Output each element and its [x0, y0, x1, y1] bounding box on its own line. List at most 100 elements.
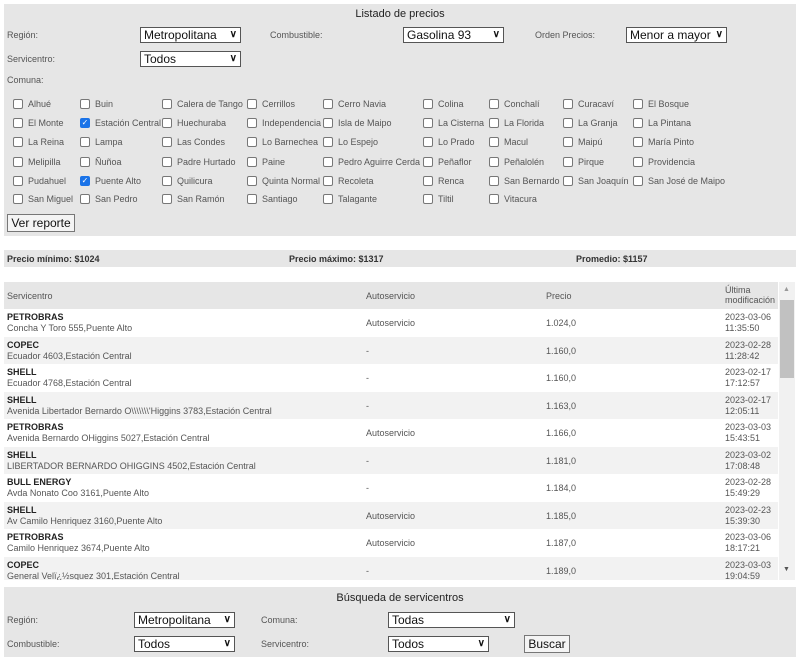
- comuna-checkbox[interactable]: Quilicura: [162, 176, 213, 186]
- comuna-checkbox[interactable]: Huechuraba: [162, 118, 226, 128]
- search-region-select[interactable]: Metropolitana ∨: [134, 612, 235, 628]
- comuna-checkbox[interactable]: San Bernardo: [489, 176, 560, 186]
- comuna-checkbox[interactable]: Paine: [247, 157, 285, 167]
- comuna-checkbox[interactable]: Quinta Normal: [247, 176, 320, 186]
- checkbox-unchecked-icon[interactable]: [247, 137, 257, 147]
- comuna-checkbox[interactable]: La Florida: [489, 118, 544, 128]
- checkbox-unchecked-icon[interactable]: [423, 194, 433, 204]
- comuna-checkbox[interactable]: Lampa: [80, 137, 123, 147]
- checkbox-unchecked-icon[interactable]: [489, 157, 499, 167]
- table-row[interactable]: PETROBRAS Concha Y Toro 555,Puente Alto Au…: [4, 309, 778, 337]
- comuna-checkbox[interactable]: Tiltil: [423, 194, 454, 204]
- table-row[interactable]: SHELL Avenida Libertador Bernardo O\\\\\\…: [4, 391, 778, 419]
- search-comuna-select[interactable]: Todas ∨: [388, 612, 515, 628]
- comuna-checkbox[interactable]: El Bosque: [633, 99, 689, 109]
- scroll-down-icon[interactable]: ▼: [783, 566, 790, 573]
- checkbox-unchecked-icon[interactable]: [247, 157, 257, 167]
- checkbox-unchecked-icon[interactable]: [323, 176, 333, 186]
- comuna-checkbox[interactable]: San José de Maipo: [633, 176, 725, 186]
- comuna-checkbox[interactable]: Isla de Maipo: [323, 118, 392, 128]
- comuna-checkbox[interactable]: Peñaflor: [423, 157, 472, 167]
- search-station-select[interactable]: Todos ∨: [388, 636, 489, 652]
- view-report-button[interactable]: Ver reporte: [7, 214, 75, 232]
- table-row[interactable]: BULL ENERGY Avda Nonato Coo 3161,Puente A…: [4, 474, 778, 502]
- comuna-checkbox[interactable]: Melipilla: [13, 157, 61, 167]
- comuna-checkbox[interactable]: Macul: [489, 137, 528, 147]
- checkbox-unchecked-icon[interactable]: [489, 176, 499, 186]
- comuna-checkbox[interactable]: San Miguel: [13, 194, 73, 204]
- checkbox-unchecked-icon[interactable]: [80, 157, 90, 167]
- comuna-checkbox[interactable]: Las Condes: [162, 137, 225, 147]
- scroll-thumb[interactable]: [780, 300, 794, 378]
- checkbox-unchecked-icon[interactable]: [563, 118, 573, 128]
- checkbox-unchecked-icon[interactable]: [13, 137, 23, 147]
- comuna-checkbox[interactable]: Lo Barnechea: [247, 137, 318, 147]
- checkbox-unchecked-icon[interactable]: [162, 137, 172, 147]
- comuna-checkbox[interactable]: Lo Espejo: [323, 137, 378, 147]
- table-row[interactable]: COPEC General Velï¿½squez 301,Estación Ce…: [4, 556, 778, 580]
- table-row[interactable]: SHELL Av Camilo Henriquez 3160,Puente Alt…: [4, 501, 778, 529]
- comuna-checkbox[interactable]: Pirque: [563, 157, 604, 167]
- comuna-checkbox[interactable]: Buin: [80, 99, 113, 109]
- checkbox-checked-icon[interactable]: ✓: [80, 176, 90, 186]
- comuna-checkbox[interactable]: Colina: [423, 99, 464, 109]
- comuna-checkbox[interactable]: María Pinto: [633, 137, 694, 147]
- comuna-checkbox[interactable]: La Granja: [563, 118, 618, 128]
- comuna-checkbox[interactable]: La Cisterna: [423, 118, 484, 128]
- checkbox-unchecked-icon[interactable]: [13, 99, 23, 109]
- comuna-checkbox[interactable]: Independencia: [247, 118, 321, 128]
- table-row[interactable]: SHELL LIBERTADOR BERNARDO OHIGGINS 4502,E…: [4, 446, 778, 474]
- table-row[interactable]: PETROBRAS Camilo Henriquez 3674,Puente Al…: [4, 529, 778, 557]
- comuna-checkbox[interactable]: Cerro Navia: [323, 99, 386, 109]
- comuna-checkbox[interactable]: Ñuñoa: [80, 157, 122, 167]
- checkbox-unchecked-icon[interactable]: [247, 176, 257, 186]
- checkbox-unchecked-icon[interactable]: [423, 137, 433, 147]
- search-fuel-select[interactable]: Todos ∨: [134, 636, 235, 652]
- checkbox-unchecked-icon[interactable]: [563, 137, 573, 147]
- checkbox-unchecked-icon[interactable]: [13, 118, 23, 128]
- checkbox-unchecked-icon[interactable]: [323, 194, 333, 204]
- comuna-checkbox[interactable]: Santiago: [247, 194, 298, 204]
- checkbox-unchecked-icon[interactable]: [80, 194, 90, 204]
- checkbox-unchecked-icon[interactable]: [323, 99, 333, 109]
- comuna-checkbox[interactable]: Cerrillos: [247, 99, 295, 109]
- comuna-checkbox[interactable]: Providencia: [633, 157, 695, 167]
- comuna-checkbox[interactable]: San Joaquín: [563, 176, 629, 186]
- checkbox-unchecked-icon[interactable]: [323, 118, 333, 128]
- comuna-checkbox[interactable]: Calera de Tango: [162, 99, 243, 109]
- checkbox-unchecked-icon[interactable]: [633, 157, 643, 167]
- checkbox-unchecked-icon[interactable]: [563, 157, 573, 167]
- search-button[interactable]: Buscar: [524, 635, 570, 653]
- comuna-checkbox[interactable]: Recoleta: [323, 176, 374, 186]
- comuna-checkbox[interactable]: Maipú: [563, 137, 603, 147]
- comuna-checkbox[interactable]: El Monte: [13, 118, 64, 128]
- checkbox-unchecked-icon[interactable]: [323, 157, 333, 167]
- checkbox-unchecked-icon[interactable]: [423, 157, 433, 167]
- comuna-checkbox[interactable]: Conchalí: [489, 99, 540, 109]
- order-select[interactable]: Menor a mayor ∨: [626, 27, 727, 43]
- checkbox-unchecked-icon[interactable]: [489, 194, 499, 204]
- checkbox-unchecked-icon[interactable]: [247, 194, 257, 204]
- comuna-checkbox[interactable]: San Ramón: [162, 194, 225, 204]
- checkbox-unchecked-icon[interactable]: [323, 137, 333, 147]
- table-scrollbar[interactable]: ▲ ▼: [779, 282, 795, 580]
- checkbox-unchecked-icon[interactable]: [423, 176, 433, 186]
- checkbox-unchecked-icon[interactable]: [162, 99, 172, 109]
- checkbox-unchecked-icon[interactable]: [13, 194, 23, 204]
- station-select[interactable]: Todos ∨: [140, 51, 241, 67]
- checkbox-unchecked-icon[interactable]: [162, 157, 172, 167]
- checkbox-unchecked-icon[interactable]: [13, 176, 23, 186]
- checkbox-unchecked-icon[interactable]: [13, 157, 23, 167]
- comuna-checkbox[interactable]: Lo Prado: [423, 137, 475, 147]
- comuna-checkbox[interactable]: La Pintana: [633, 118, 691, 128]
- comuna-checkbox[interactable]: Peñalolén: [489, 157, 544, 167]
- checkbox-unchecked-icon[interactable]: [162, 194, 172, 204]
- table-row[interactable]: SHELL Ecuador 4768,Estación Central - 1.160…: [4, 364, 778, 392]
- comuna-checkbox[interactable]: ✓ Estación Central: [80, 118, 161, 128]
- comuna-checkbox[interactable]: Vitacura: [489, 194, 537, 204]
- comuna-checkbox[interactable]: Renca: [423, 176, 464, 186]
- comuna-checkbox[interactable]: Talagante: [323, 194, 377, 204]
- checkbox-unchecked-icon[interactable]: [80, 137, 90, 147]
- table-row[interactable]: COPEC Ecuador 4603,Estación Central - 1.160…: [4, 336, 778, 364]
- checkbox-unchecked-icon[interactable]: [162, 176, 172, 186]
